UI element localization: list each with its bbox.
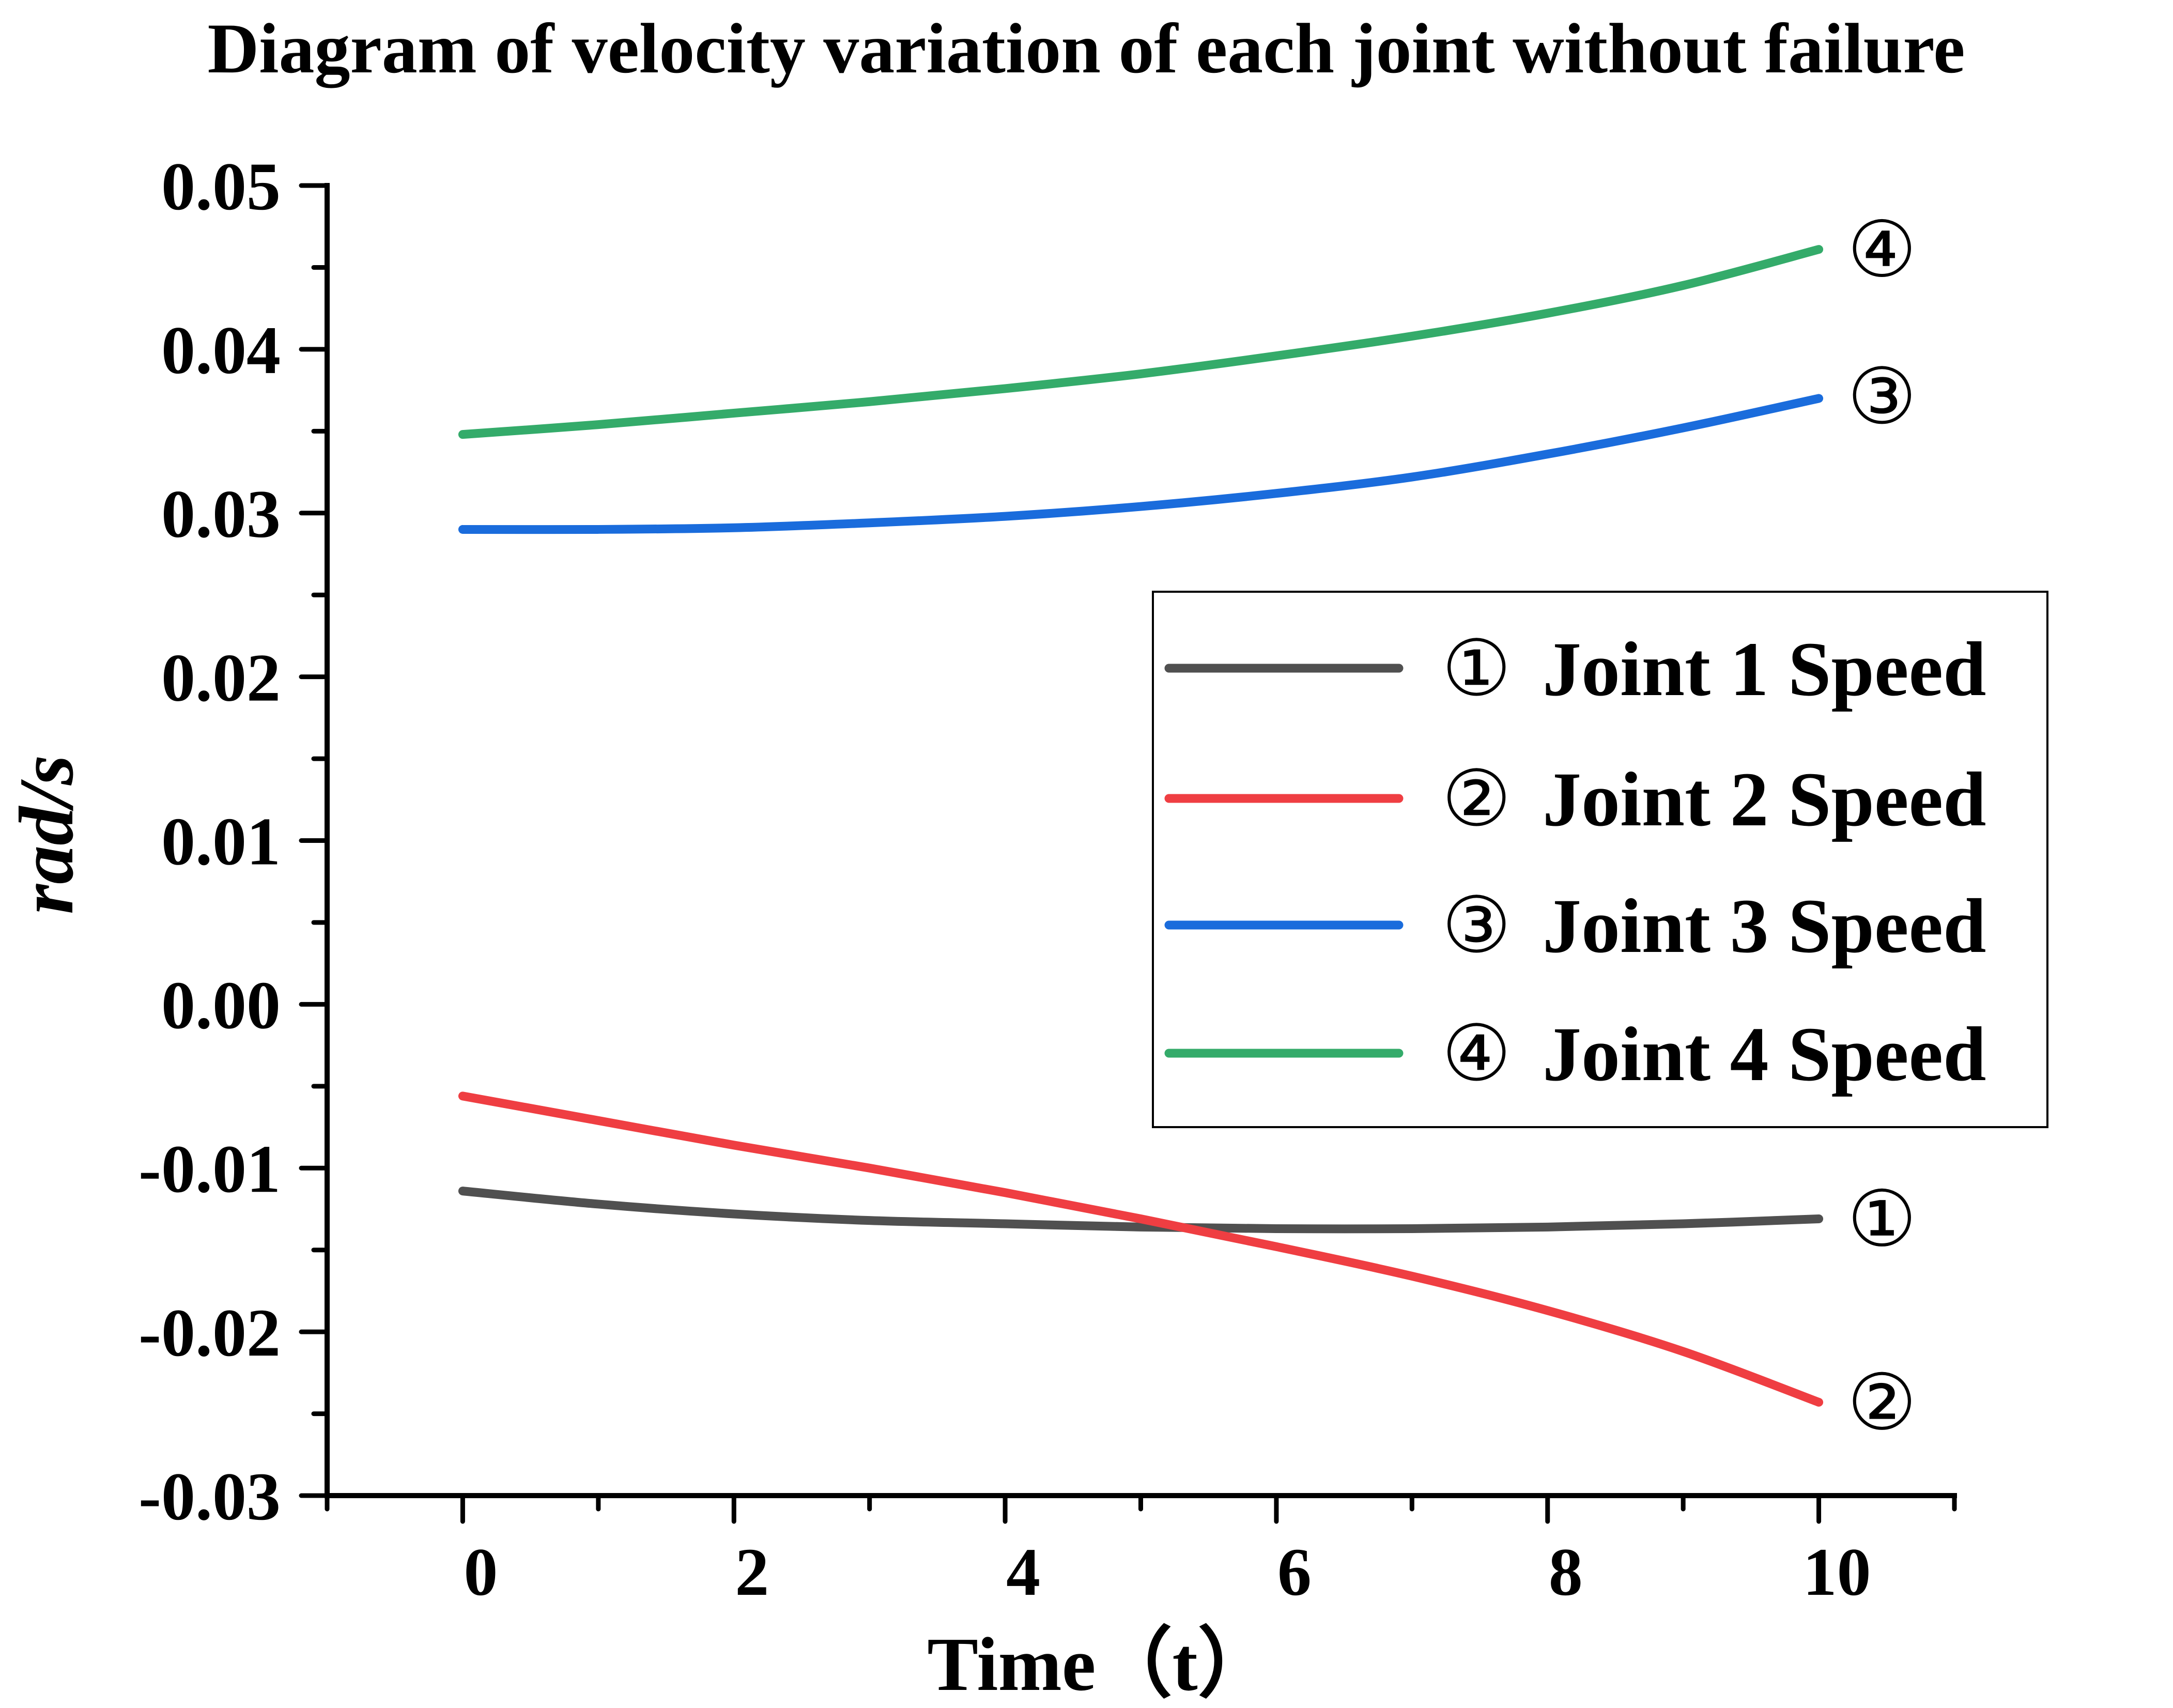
y-tick-label: -0.02 xyxy=(138,1295,281,1371)
legend-label: Joint 2 Speed xyxy=(1543,757,1986,842)
legend-label: Joint 4 Speed xyxy=(1543,1011,1986,1097)
legend: ① Joint 1 Speed ② Joint 2 Speed ③ Joint 3 Spe… xyxy=(1152,591,2048,1128)
end-label-joint-2: ② xyxy=(1847,1360,1917,1446)
legend-item-joint-2: ② Joint 2 Speed xyxy=(1164,757,1986,842)
x-tick-label: 4 xyxy=(1006,1534,1040,1610)
legend-marker: ③ xyxy=(1442,883,1511,969)
x-tick-label: 6 xyxy=(1277,1534,1312,1610)
axes: 0.05 0.04 0.03 0.02 0.01 0.00 -0.01 -0.02 -0.03 0… xyxy=(138,148,1957,1610)
x-tick-label: 8 xyxy=(1549,1534,1583,1610)
series-line-joint-2 xyxy=(458,1091,1824,1407)
end-labels: ① ② ③ ④ xyxy=(1847,208,1917,1447)
y-tick-label: 0.00 xyxy=(161,967,281,1043)
x-tick-label: 0 xyxy=(464,1534,498,1610)
legend-label: Joint 3 Speed xyxy=(1543,883,1986,969)
legend-box xyxy=(1152,591,2048,1128)
y-axis-label: rad/s xyxy=(4,755,89,914)
legend-item-joint-3: ③ Joint 3 Speed xyxy=(1164,883,1986,969)
end-label-joint-4: ④ xyxy=(1847,208,1917,294)
legend-marker: ② xyxy=(1442,757,1511,842)
x-tick-label: 10 xyxy=(1803,1534,1871,1610)
series-line-joint-1 xyxy=(458,1187,1824,1234)
legend-item-joint-4: ④ Joint 4 Speed xyxy=(1164,1011,1986,1097)
x-tick-label: 2 xyxy=(735,1534,769,1610)
y-tick-label: -0.01 xyxy=(138,1131,281,1207)
legend-item-joint-1: ① Joint 1 Speed xyxy=(1164,626,1986,712)
end-label-joint-1: ① xyxy=(1847,1177,1917,1263)
series-line-joint-3 xyxy=(458,394,1824,534)
y-tick-label: -0.03 xyxy=(138,1458,281,1534)
y-tick-label: 0.03 xyxy=(161,476,281,552)
legend-marker: ① xyxy=(1442,626,1511,712)
series-lines xyxy=(458,245,1824,1407)
series-line-joint-4 xyxy=(458,245,1824,439)
chart-title: Diagram of velocity variation of each jo… xyxy=(208,9,1965,88)
x-axis-label: Time（t） xyxy=(927,1622,1274,1707)
end-label-joint-3: ③ xyxy=(1847,355,1917,440)
y-tick-label: 0.02 xyxy=(161,640,281,716)
legend-label: Joint 1 Speed xyxy=(1543,626,1986,712)
y-tick-label: 0.05 xyxy=(161,148,281,224)
y-tick-label: 0.04 xyxy=(161,312,281,388)
y-tick-label: 0.01 xyxy=(161,804,281,880)
legend-marker: ④ xyxy=(1442,1011,1511,1097)
